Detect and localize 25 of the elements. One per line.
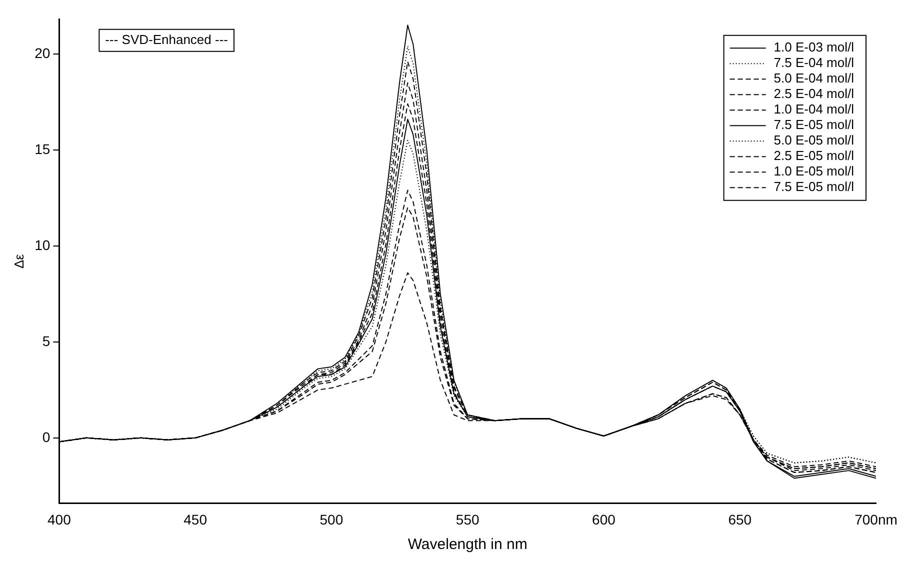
- legend-label: 5.0 E-04 mol/l: [774, 70, 854, 86]
- y-tick-label: 5: [42, 332, 50, 349]
- x-axis-title: Wavelength in nm: [408, 536, 528, 554]
- legend-label: 1.0 E-03 mol/l: [774, 40, 854, 55]
- x-tick-label: 500: [320, 511, 344, 528]
- legend-label: 5.0 E-05 mol/l: [774, 132, 854, 148]
- legend-label: 7.5 E-05 mol/l: [774, 117, 854, 132]
- legend-label: 2.5 E-05 mol/l: [774, 148, 854, 164]
- x-tick-label: 400: [47, 511, 72, 528]
- legend-label: 1.0 E-04 mol/l: [774, 102, 854, 117]
- x-tick-label: 550: [456, 511, 480, 528]
- x-tick-label: 700nm: [854, 511, 898, 528]
- legend-label: 1.0 E-05 mol/l: [774, 164, 854, 179]
- legend-label: 2.5 E-04 mol/l: [774, 86, 854, 102]
- y-axis-title: Δε: [11, 254, 26, 269]
- legend-label: 7.5 E-05 mol/l: [774, 179, 854, 194]
- y-tick-label: 20: [34, 44, 50, 61]
- y-tick-label: 10: [34, 236, 50, 253]
- x-tick-label: 450: [184, 511, 208, 528]
- y-tick-label: 15: [34, 140, 50, 157]
- y-tick-label: 0: [42, 428, 50, 445]
- x-tick-label: 600: [592, 511, 616, 528]
- legend-label: 7.5 E-04 mol/l: [774, 55, 854, 70]
- annotation: --- SVD-Enhanced ---: [105, 32, 228, 47]
- x-tick-label: 650: [728, 511, 752, 528]
